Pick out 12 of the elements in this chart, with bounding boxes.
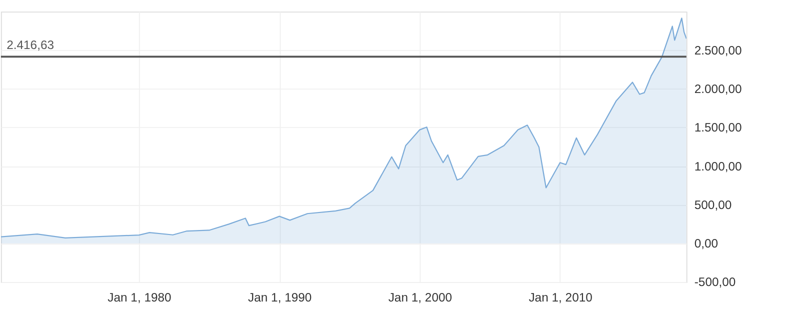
y-tick-label: 0,00 [694, 236, 718, 251]
y-tick-label: 2.500,00 [694, 43, 742, 58]
y-tick-label: -500,00 [694, 275, 736, 290]
x-tick-label: Jan 1, 1980 [108, 290, 172, 304]
y-tick-label: 1.500,00 [694, 120, 742, 135]
x-tick-label: Jan 1, 2000 [388, 290, 452, 304]
ref-line-label: 2.416,63 [6, 38, 54, 52]
y-tick-label: 1.000,00 [694, 159, 742, 174]
x-tick-label: Jan 1, 2010 [528, 290, 593, 304]
y-tick-label: 500,00 [694, 198, 732, 212]
x-tick-label: Jan 1, 1990 [248, 290, 312, 304]
y-tick-label: 2.000,00 [694, 82, 742, 96]
